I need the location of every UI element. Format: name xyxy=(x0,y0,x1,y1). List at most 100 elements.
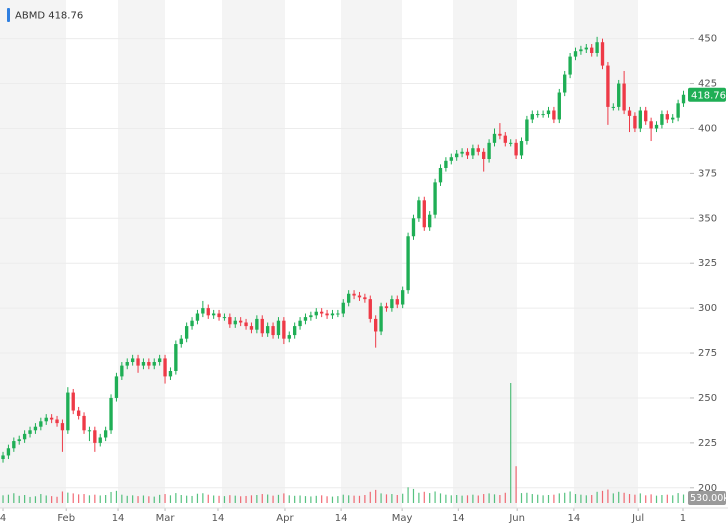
y-tick-label: 400 xyxy=(698,123,717,134)
candle-body xyxy=(352,293,356,296)
volume-bar xyxy=(677,493,679,503)
candle-body xyxy=(228,317,232,325)
volume-bar xyxy=(223,496,226,503)
band xyxy=(0,0,66,508)
volume-bar xyxy=(639,493,641,503)
volume-bar xyxy=(645,495,647,503)
candle-body xyxy=(217,313,221,318)
volume-bar xyxy=(342,494,344,503)
candle-body xyxy=(114,376,119,398)
candles xyxy=(1,36,686,463)
volume-bar xyxy=(159,494,161,503)
candle-body xyxy=(33,426,38,431)
volume-bar xyxy=(526,492,528,503)
volume-bar xyxy=(601,490,604,503)
candle-body xyxy=(330,313,335,316)
volume-bar xyxy=(180,495,182,503)
candle-body xyxy=(174,344,178,372)
candle-body xyxy=(406,236,410,291)
volume-bar xyxy=(142,495,145,503)
candle-body xyxy=(39,421,43,427)
candle-body xyxy=(17,439,21,442)
x-tick-label: Mar xyxy=(156,513,176,524)
candle-body xyxy=(374,318,378,332)
candle-body xyxy=(190,320,194,327)
x-tick-label: May xyxy=(392,513,413,524)
candle-body xyxy=(611,106,615,108)
candle-body xyxy=(633,115,637,129)
volume-bar xyxy=(148,496,150,503)
volume-bar xyxy=(472,494,474,503)
candle-body xyxy=(71,392,75,411)
volume-bar xyxy=(24,495,26,503)
candle-body xyxy=(109,397,113,431)
volume-bar xyxy=(612,493,614,503)
background-bands xyxy=(0,0,638,508)
volume-bar xyxy=(256,495,258,503)
volume-bar xyxy=(461,495,463,503)
x-tick-label: 14 xyxy=(452,513,465,524)
candle-body xyxy=(590,47,594,54)
volume-bar xyxy=(315,495,317,503)
volume-bar xyxy=(375,489,377,503)
volume-bar xyxy=(380,493,382,503)
volume-bar xyxy=(218,495,220,503)
candle-body xyxy=(536,114,540,116)
candle-body xyxy=(238,320,243,323)
x-tick-label: Feb xyxy=(57,513,75,524)
volume-bar xyxy=(186,495,188,503)
candle-body xyxy=(341,302,345,314)
candle-body xyxy=(363,297,367,300)
volume-bar xyxy=(477,495,479,503)
x-tick-label: 1 xyxy=(680,513,686,524)
candle-body xyxy=(249,326,254,330)
candle-body xyxy=(298,320,302,327)
volume-bar xyxy=(13,493,15,503)
candle-body xyxy=(120,365,124,377)
volume-bar xyxy=(499,495,501,503)
volume-bar xyxy=(51,496,53,503)
volume-bar xyxy=(634,494,636,503)
x-tick-label: Jul xyxy=(631,513,644,524)
volume-bar xyxy=(483,494,485,503)
candle-body xyxy=(627,110,632,116)
volume-bar xyxy=(661,495,663,503)
candle-body xyxy=(168,371,173,377)
volume-bar xyxy=(537,494,539,503)
volume-bar xyxy=(137,496,139,503)
candle-body xyxy=(49,417,54,420)
volume-bar xyxy=(164,494,166,503)
candle-body xyxy=(395,299,399,305)
volume-bar xyxy=(412,488,415,503)
chart-title: ABMD 418.76 xyxy=(15,11,83,22)
volume-bar xyxy=(115,490,118,503)
volume-bar xyxy=(493,494,496,503)
volume-bar xyxy=(29,496,31,503)
volume-bar xyxy=(234,495,236,503)
volume-bar xyxy=(348,495,350,503)
volume-bar xyxy=(434,491,436,503)
candle-body xyxy=(22,433,27,440)
candle-body xyxy=(530,114,534,120)
x-tick-label: 14 xyxy=(335,513,348,524)
volume-bar xyxy=(78,494,80,503)
volume-bar xyxy=(121,494,123,503)
volume-bar xyxy=(510,383,512,503)
y-tick-label: 200 xyxy=(698,483,717,494)
candle-body xyxy=(325,313,329,316)
candle-body xyxy=(103,430,108,438)
candle-body xyxy=(163,358,167,377)
candle-body xyxy=(336,313,340,315)
volume-label-box xyxy=(688,491,726,505)
band xyxy=(222,0,285,508)
volume-bar xyxy=(261,494,263,503)
volume-bar xyxy=(369,491,371,503)
volume-bar xyxy=(61,491,64,503)
volume-bar xyxy=(175,493,177,503)
volume-bar xyxy=(202,493,204,503)
volume-bar xyxy=(628,494,631,503)
volume-bar xyxy=(623,492,625,503)
volume-bar xyxy=(353,495,355,503)
volume-bar xyxy=(153,496,155,503)
